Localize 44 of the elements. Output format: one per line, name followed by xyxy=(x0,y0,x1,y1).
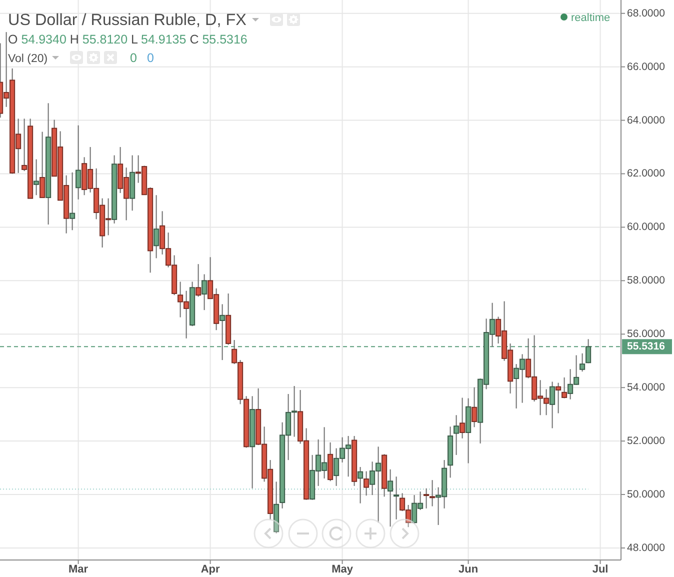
annotation: Vol (20) xyxy=(8,53,48,65)
candlestick xyxy=(430,480,436,507)
y-tick-label: 56.0000 xyxy=(627,328,666,340)
y-tick-label: 68.0000 xyxy=(627,7,666,20)
candlestick xyxy=(550,381,556,429)
candlestick xyxy=(586,338,592,364)
y-tick-label: 50.0000 xyxy=(627,488,666,501)
candlestick xyxy=(220,304,226,361)
x-tick-label: May xyxy=(332,564,354,576)
candlestick xyxy=(580,352,586,372)
candlestick xyxy=(34,158,40,196)
candlestick xyxy=(154,194,160,259)
candlestick xyxy=(562,376,568,399)
y-tick-label: 66.0000 xyxy=(627,60,666,73)
y-tick-label: 64.0000 xyxy=(627,114,666,126)
x-tick-label: Apr xyxy=(200,564,220,576)
candlestick xyxy=(196,264,202,298)
candlestick xyxy=(424,488,430,509)
candlestick xyxy=(70,172,76,231)
annotation: realtime xyxy=(571,12,610,24)
x-tick-label: Mar xyxy=(68,564,89,576)
candlestick xyxy=(460,397,466,439)
y-tick-label: 60.0000 xyxy=(627,221,666,234)
x-tick-label: Jun xyxy=(458,564,478,576)
y-tick-label: 62.0000 xyxy=(627,168,666,180)
candlestick xyxy=(388,468,394,528)
ref-line-label: 55.5316 xyxy=(627,340,666,353)
candlestick xyxy=(556,382,562,414)
candlestick xyxy=(364,470,370,496)
text: US Dollar / Russian Ruble, D, FX xyxy=(8,11,247,29)
candlestick xyxy=(358,466,364,504)
candlestick xyxy=(454,414,460,456)
annotation: O 54.9340 H 55.8120 L 54.9135 C 55.5316 xyxy=(8,32,248,46)
candlestick xyxy=(394,476,400,520)
y-tick-label: 58.0000 xyxy=(627,274,666,287)
x-tick-label: Jul xyxy=(592,564,608,576)
y-tick-label: 48.0000 xyxy=(627,542,666,554)
y-tick-label: 52.0000 xyxy=(627,435,666,448)
y-tick-label: 54.0000 xyxy=(627,382,666,394)
candlestick xyxy=(40,131,46,198)
candlestick xyxy=(472,386,478,428)
candlestick xyxy=(202,274,208,311)
annotation: 0 0 xyxy=(130,51,154,65)
candlestick xyxy=(76,124,82,200)
